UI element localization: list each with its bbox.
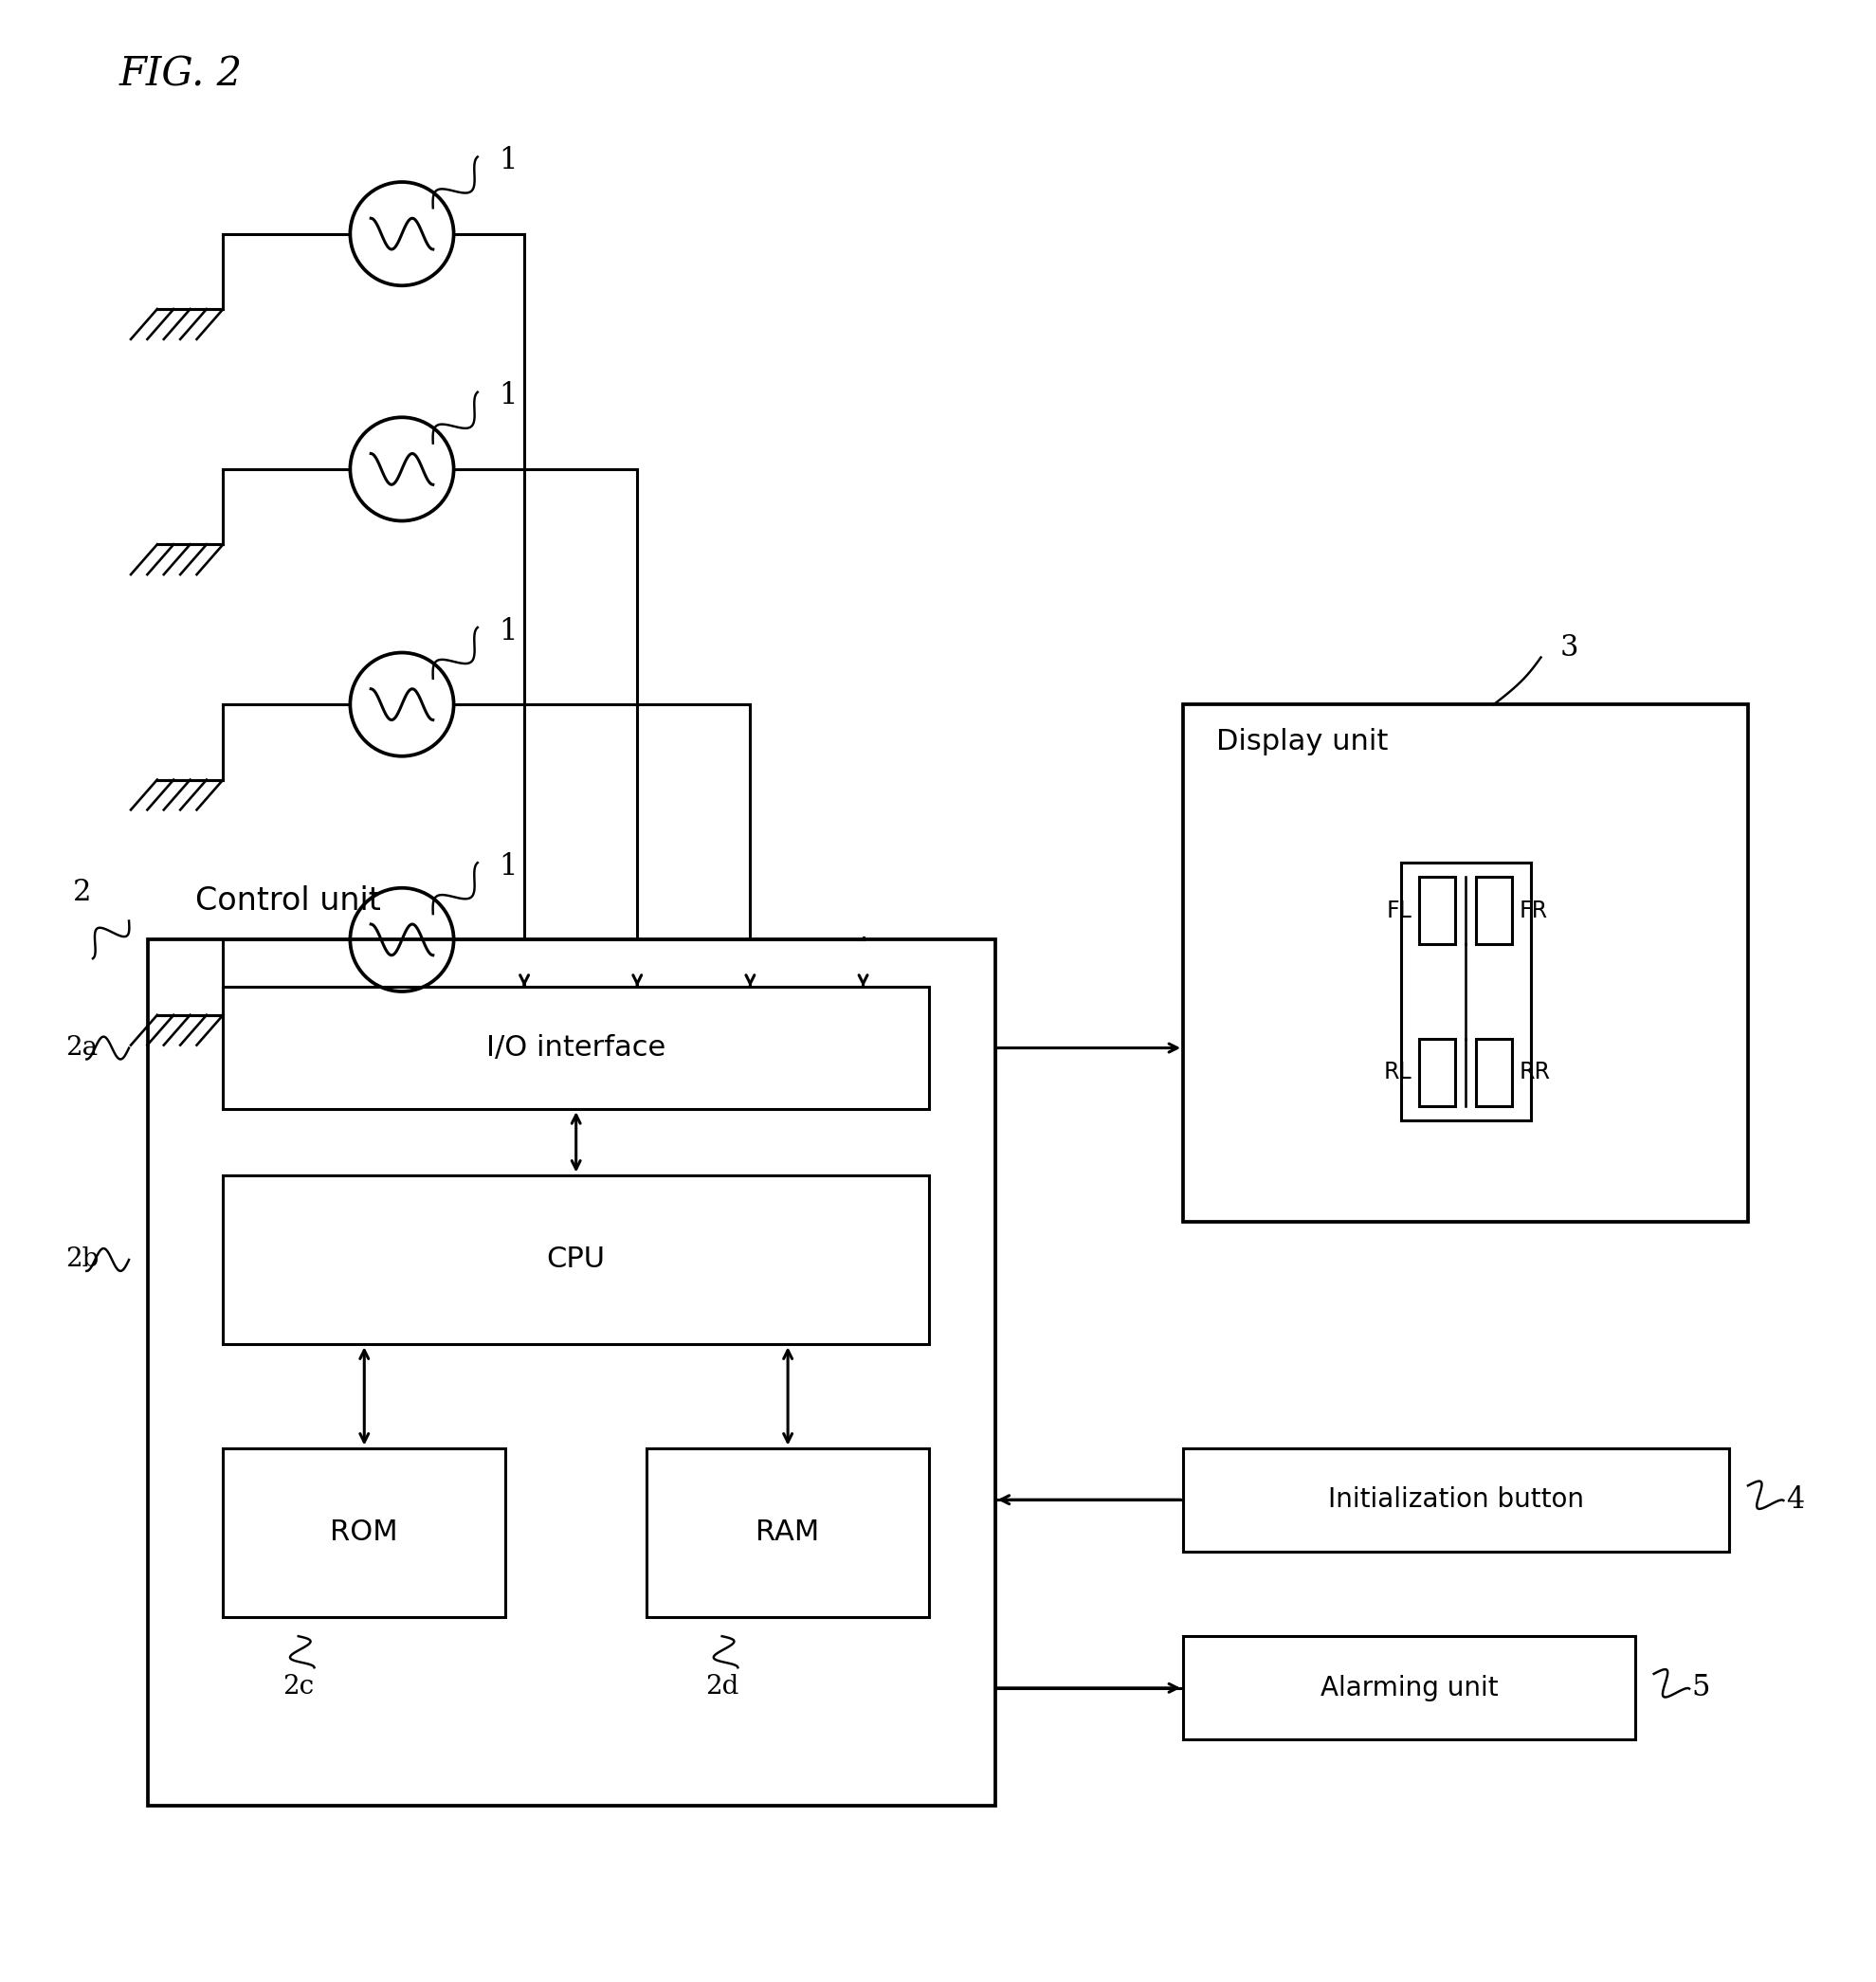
Bar (1420, 1039, 1456, 1106)
Bar (647, 1449, 929, 1617)
Text: Display unit: Display unit (1216, 727, 1388, 755)
Text: FL: FL (1386, 900, 1413, 922)
Text: CPU: CPU (546, 1247, 606, 1274)
Bar (1184, 704, 1748, 1223)
Text: FR: FR (1520, 900, 1548, 922)
Text: RR: RR (1520, 1060, 1551, 1084)
Text: 2b: 2b (66, 1247, 99, 1272)
Text: FIG. 2: FIG. 2 (120, 55, 242, 95)
Text: Control unit: Control unit (195, 884, 381, 916)
Bar (1184, 1449, 1730, 1552)
Text: ROM: ROM (330, 1518, 398, 1546)
Text: 5: 5 (1692, 1673, 1711, 1703)
Bar (1184, 1637, 1636, 1740)
Bar (1420, 876, 1456, 943)
Text: 1: 1 (499, 147, 518, 176)
Bar (223, 1449, 505, 1617)
Bar (1476, 876, 1512, 943)
Text: 1: 1 (499, 381, 518, 410)
Bar (223, 1175, 929, 1344)
Text: RL: RL (1384, 1060, 1413, 1084)
Bar (1476, 1039, 1512, 1106)
Text: 3: 3 (1559, 632, 1578, 662)
Text: 4: 4 (1786, 1485, 1805, 1514)
Text: 2d: 2d (705, 1675, 739, 1699)
Text: 1: 1 (499, 616, 518, 646)
Text: 2: 2 (73, 878, 92, 908)
Text: Alarming unit: Alarming unit (1321, 1675, 1499, 1701)
Bar (148, 939, 994, 1806)
Text: 2a: 2a (66, 1035, 98, 1060)
Text: I/O interface: I/O interface (486, 1035, 666, 1062)
Text: 1: 1 (499, 852, 518, 882)
Bar (223, 987, 929, 1110)
Text: RAM: RAM (756, 1518, 820, 1546)
Text: Initialization button: Initialization button (1328, 1486, 1583, 1512)
Text: 2c: 2c (283, 1675, 313, 1699)
